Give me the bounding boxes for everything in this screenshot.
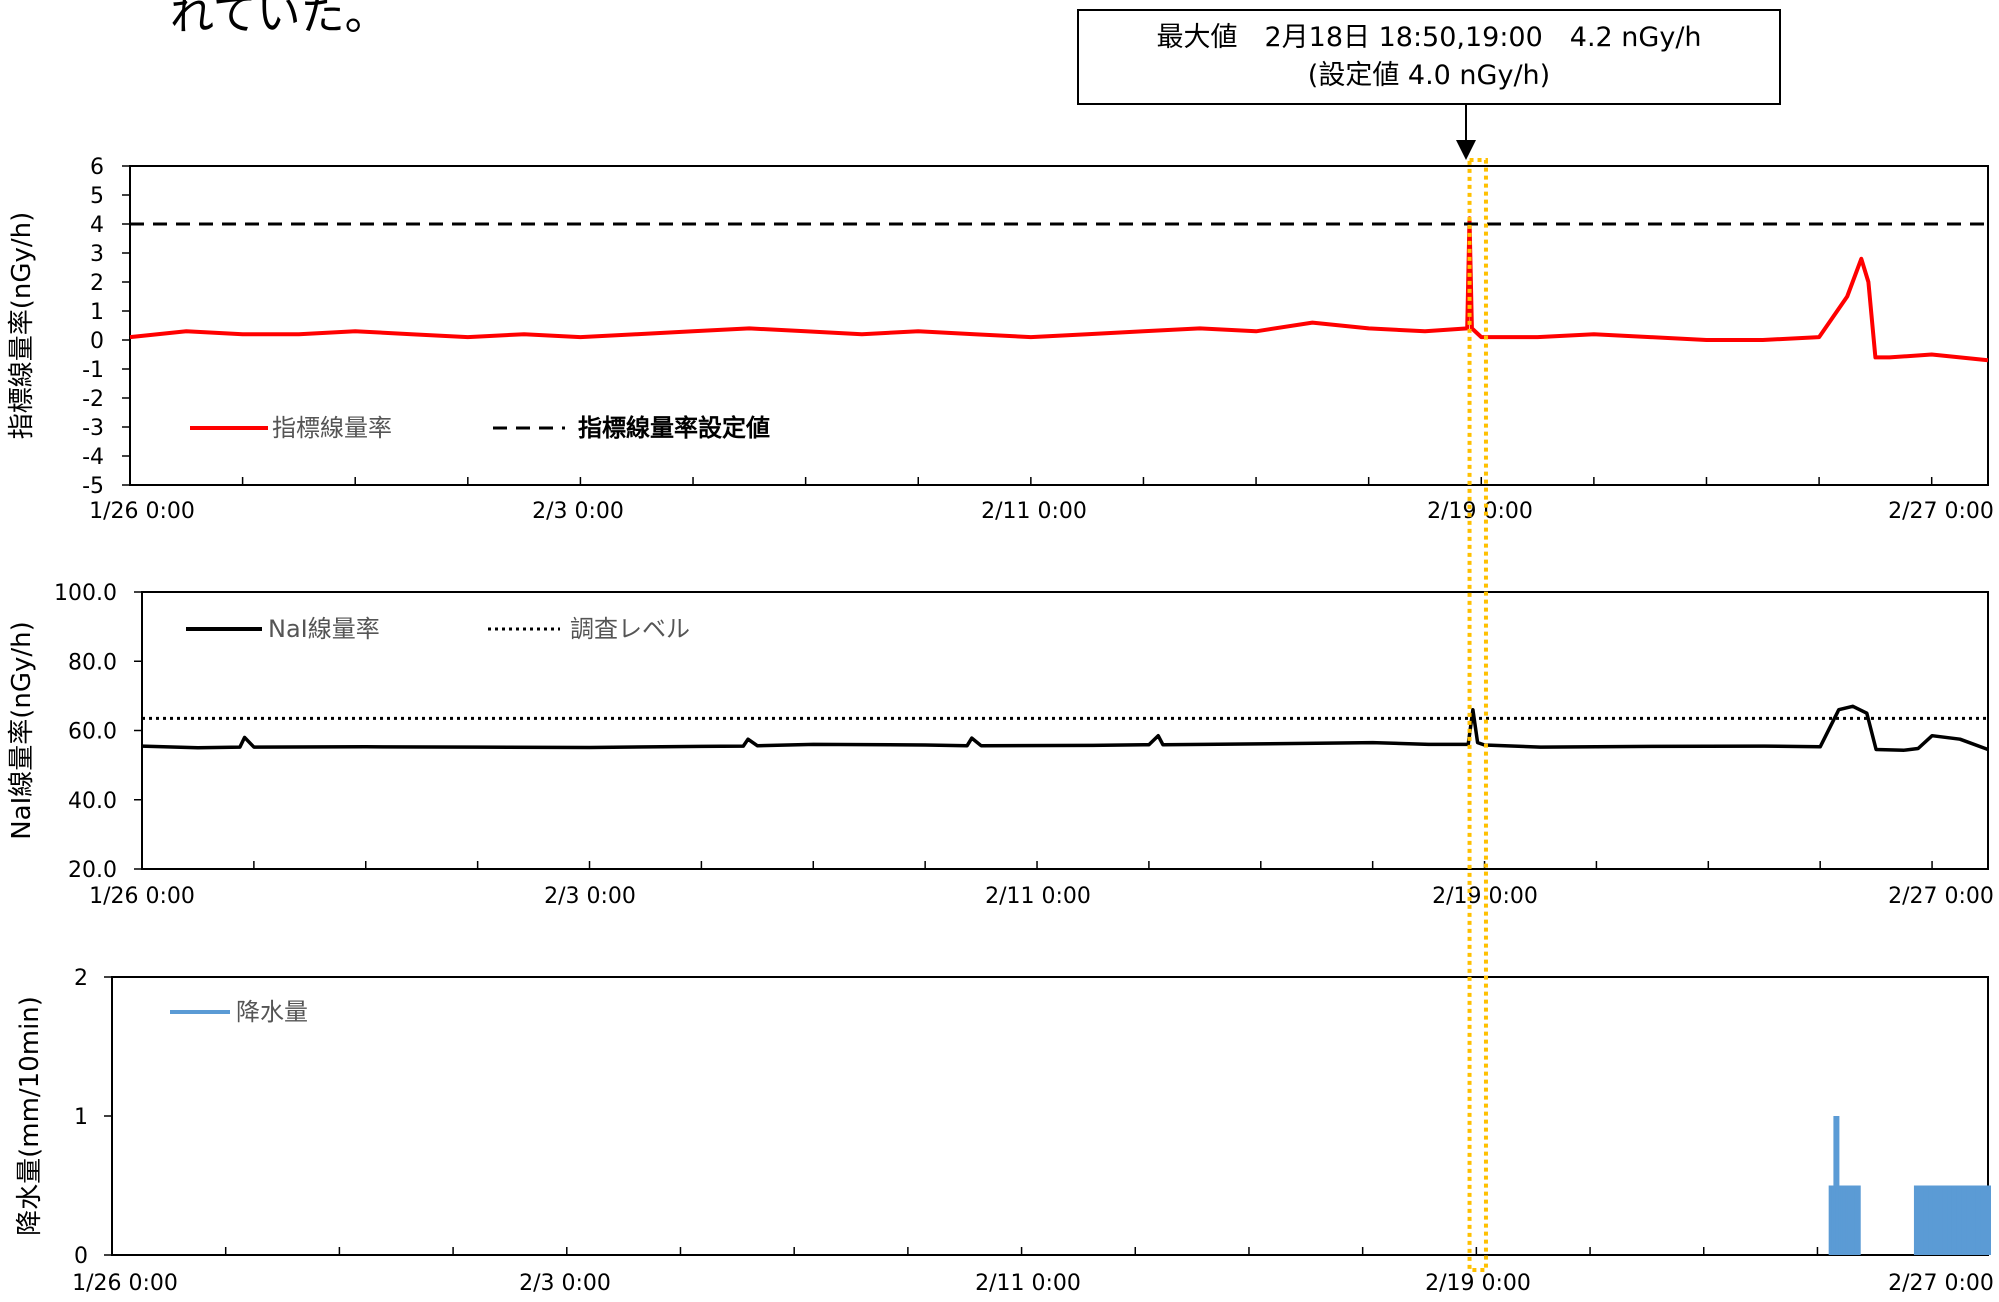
- y-tick-label: 6: [90, 155, 104, 180]
- rain-bar: [1985, 1186, 1991, 1256]
- y-axis-label: NaI線量率(nGy/h): [7, 621, 37, 840]
- nai-dose-rate-panel: 100.0 80.0 60.0 40.0 20.01/26 0:00 2/3 0:00 2/…: [7, 581, 1994, 909]
- x-tick-label: 2/3 0:00: [532, 499, 624, 524]
- y-tick-label: 60.0: [68, 720, 117, 745]
- y-tick-label: 3: [90, 242, 104, 267]
- y-tick-label: -4: [82, 445, 104, 470]
- precipitation-panel: 2 1 01/26 0:00 2/3 0:00 2/11 0:00 2/19 0:00 2/…: [15, 966, 1994, 1296]
- y-tick-label: 5: [90, 184, 104, 209]
- y-axis-label: 指標線量率(nGy/h): [7, 212, 37, 440]
- x-tick-label: 2/3 0:00: [519, 1271, 611, 1296]
- y-tick-label: 2: [90, 271, 104, 296]
- legend-label: 指標線量率設定値: [578, 414, 770, 442]
- x-tick-label: 2/19 0:00: [1427, 499, 1533, 524]
- plot-frame: [142, 592, 1988, 869]
- plot-frame: [112, 977, 1988, 1255]
- y-tick-label: 4: [90, 213, 104, 238]
- x-tick-label: 2/27 0:00: [1888, 884, 1994, 909]
- y-tick-label: 40.0: [68, 789, 117, 814]
- x-tick-label: 2/27 0:00: [1888, 499, 1994, 524]
- x-tick-label: 2/11 0:00: [981, 499, 1087, 524]
- legend-label: 指標線量率: [272, 414, 392, 442]
- y-tick-label: -2: [82, 387, 104, 412]
- x-tick-label: 2/3 0:00: [544, 884, 636, 909]
- y-tick-label: -5: [82, 474, 104, 499]
- plot-frame: [130, 166, 1988, 485]
- y-tick-label: 1: [74, 1105, 88, 1130]
- y-tick-label: 80.0: [68, 650, 117, 675]
- y-tick-label: 0: [74, 1244, 88, 1269]
- series-line: [142, 706, 1988, 750]
- index-dose-rate-panel: 6 5 4 3 2 1 0 -1 -2 -3 -4 -51/26 0:00 2/3 0:00 2/11 0…: [7, 155, 1994, 524]
- y-tick-label: 20.0: [68, 858, 117, 883]
- y-tick-label: 2: [74, 966, 88, 991]
- legend-label: 降水量: [236, 998, 308, 1026]
- y-tick-label: -1: [82, 358, 104, 383]
- y-axis-label: 降水量(mm/10min): [15, 996, 45, 1236]
- y-tick-label: -3: [82, 416, 104, 441]
- x-tick-label: 2/27 0:00: [1888, 1271, 1994, 1296]
- x-tick-label: 1/26 0:00: [89, 884, 195, 909]
- y-tick-label: 100.0: [54, 581, 117, 606]
- legend-label: NaI線量率: [268, 615, 380, 643]
- x-tick-label: 1/26 0:00: [89, 499, 195, 524]
- y-tick-label: 1: [90, 300, 104, 325]
- x-tick-label: 2/11 0:00: [975, 1271, 1081, 1296]
- x-tick-label: 2/19 0:00: [1425, 1271, 1531, 1296]
- series-line: [130, 218, 1988, 360]
- y-tick-label: 0: [90, 329, 104, 354]
- x-tick-label: 1/26 0:00: [72, 1271, 178, 1296]
- legend-label: 調査レベル: [570, 615, 690, 643]
- rain-bar: [1855, 1186, 1861, 1256]
- x-tick-label: 2/11 0:00: [985, 884, 1091, 909]
